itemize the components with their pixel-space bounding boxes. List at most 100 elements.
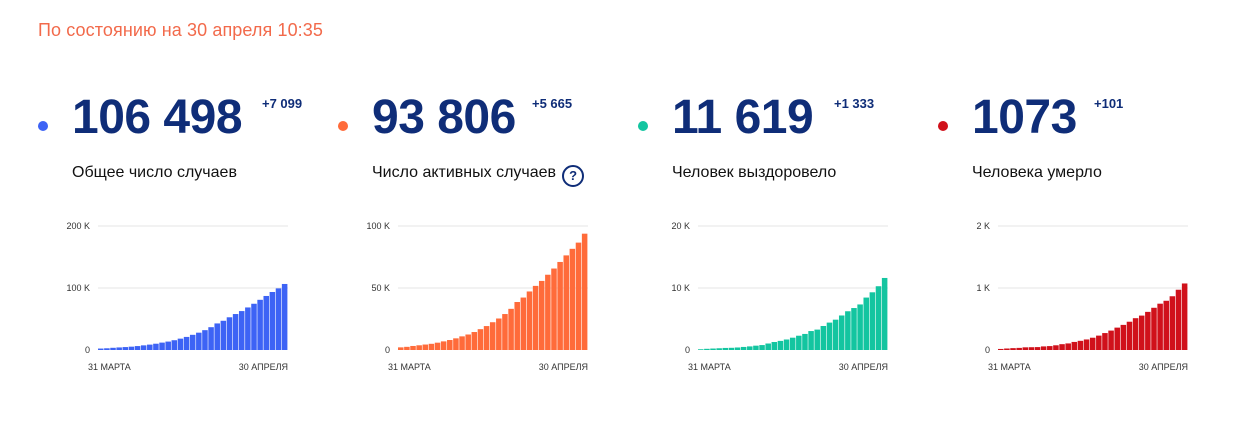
- bar: [538, 280, 545, 350]
- bar: [171, 340, 178, 350]
- bar: [1102, 333, 1108, 350]
- bar: [410, 345, 416, 350]
- bar: [202, 330, 208, 350]
- bar: [1181, 283, 1188, 350]
- bar: [465, 334, 471, 350]
- stat-delta: +5 665: [532, 96, 573, 111]
- bar: [1071, 341, 1078, 350]
- y-tick-label: 20 K: [671, 221, 690, 231]
- x-tick-label-end: 30 АПРЕЛЯ: [239, 362, 288, 372]
- bar: [734, 347, 741, 350]
- y-tick-label: 0: [985, 345, 990, 355]
- bar: [275, 288, 282, 350]
- bar: [1163, 300, 1170, 350]
- bar: [416, 345, 422, 350]
- bar: [477, 329, 484, 350]
- bar: [1096, 335, 1102, 350]
- bar: [814, 329, 820, 350]
- bar: [783, 339, 790, 350]
- bar: [820, 325, 827, 350]
- bar: [496, 318, 502, 350]
- bar: [869, 292, 876, 350]
- bar: [98, 348, 104, 350]
- bar: [251, 303, 257, 350]
- x-tick-label-end: 30 АПРЕЛЯ: [539, 362, 588, 372]
- series-color-dot: [338, 121, 348, 131]
- bar: [183, 336, 190, 350]
- bar: [1145, 311, 1151, 350]
- bar: [1016, 347, 1022, 350]
- bar: [159, 342, 165, 350]
- bar-chart-3: 0 10 K 20 K 31 МАРТА 30 АПРЕЛЯ: [671, 221, 888, 372]
- stat-label-text: Человека умерло: [972, 164, 1102, 181]
- bar: [765, 343, 771, 350]
- bar: [140, 345, 147, 350]
- bar: [1065, 343, 1071, 350]
- y-tick-label: 200 K: [66, 221, 90, 231]
- bar: [440, 341, 447, 350]
- bar: [857, 304, 863, 350]
- bar: [110, 347, 116, 350]
- bar: [1120, 324, 1127, 350]
- bar: [232, 314, 239, 350]
- stat-delta: +7 099: [262, 96, 303, 111]
- bar: [508, 308, 514, 350]
- bar: [1126, 321, 1133, 350]
- x-tick-label-start: 31 МАРТА: [88, 362, 131, 372]
- bar: [1010, 348, 1016, 350]
- bar: [1004, 348, 1010, 350]
- bar: [796, 335, 802, 350]
- bar: [1132, 318, 1139, 350]
- bar: [483, 326, 490, 350]
- bar: [502, 314, 508, 350]
- bar: [128, 346, 135, 350]
- x-tick-label-start: 31 МАРТА: [688, 362, 731, 372]
- bar: [753, 345, 759, 350]
- bar: [1175, 289, 1182, 350]
- bar: [434, 342, 441, 350]
- bar: [1157, 303, 1163, 350]
- bar: [208, 327, 214, 350]
- bar: [104, 348, 110, 350]
- bar: [875, 286, 882, 350]
- y-tick-label: 100 K: [366, 221, 390, 231]
- y-tick-label: 0: [385, 345, 390, 355]
- stat-card-4: 1073 +101 Человека умерло 0 1 K 2 K 31 МАРТА 30…: [938, 88, 1237, 388]
- bar: [845, 311, 851, 350]
- bar: [575, 242, 582, 350]
- bar: [716, 348, 722, 350]
- stat-delta: +101: [1094, 96, 1124, 111]
- x-tick-label-start: 31 МАРТА: [988, 362, 1031, 372]
- bar: [863, 297, 870, 350]
- bar: [263, 295, 270, 350]
- bar: [453, 338, 459, 350]
- help-icon[interactable]: ?: [562, 165, 585, 187]
- bar: [459, 336, 465, 350]
- bar: [269, 291, 276, 350]
- bar: [1077, 340, 1084, 350]
- stat-label-text: Общее число случаев: [72, 164, 237, 181]
- bar: [214, 323, 220, 350]
- bar: [1169, 296, 1176, 350]
- bar: [189, 334, 196, 350]
- bar: [1040, 346, 1047, 350]
- bar: [777, 340, 784, 350]
- bar: [545, 274, 551, 350]
- x-tick-label-end: 30 АПРЕЛЯ: [839, 362, 888, 372]
- stat-card-2: 93 806 +5 665 Число активных случаев? 0 50 K…: [338, 88, 638, 388]
- bar: [789, 337, 796, 350]
- bar: [165, 341, 171, 350]
- bar: [1022, 347, 1029, 350]
- bar: [177, 338, 184, 350]
- bar-chart-1: 0 100 K 200 K 31 МАРТА 30 АПРЕЛЯ: [66, 221, 288, 372]
- bar: [551, 268, 557, 350]
- bar: [832, 319, 839, 350]
- bar: [532, 285, 539, 350]
- bar: [1034, 347, 1041, 350]
- bar: [838, 315, 845, 350]
- bar: [740, 346, 747, 350]
- bar-chart-4: 0 1 K 2 K 31 МАРТА 30 АПРЕЛЯ: [976, 221, 1188, 372]
- bar: [759, 345, 765, 350]
- bar: [557, 261, 563, 350]
- y-tick-label: 50 K: [371, 283, 390, 293]
